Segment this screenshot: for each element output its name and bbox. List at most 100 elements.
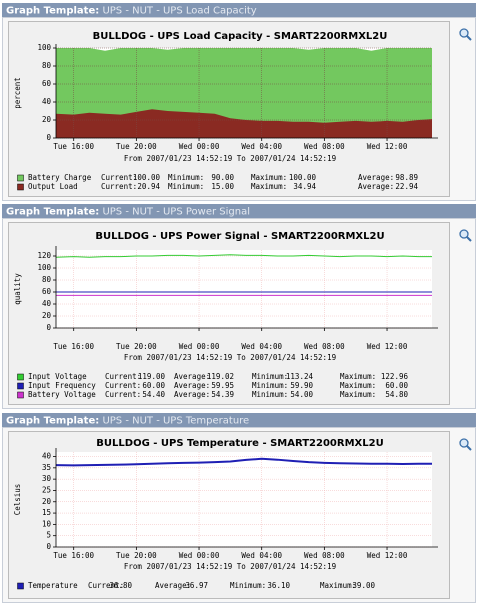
zoom-icon[interactable] bbox=[459, 229, 469, 239]
zoom-icon-handle[interactable] bbox=[466, 236, 472, 242]
y-tick-label: 10 bbox=[42, 519, 52, 528]
legend-stat-value: 54.00 bbox=[290, 390, 313, 399]
y-tick-label: 15 bbox=[42, 508, 51, 517]
y-tick-label: 0 bbox=[46, 542, 51, 551]
header-value: UPS - NUT - UPS Power Signal bbox=[102, 207, 250, 218]
y-tick-label: 40 bbox=[42, 97, 52, 106]
legend-stat-value: 60.00 bbox=[385, 381, 408, 390]
legend-stat-label: Maximum: bbox=[340, 381, 376, 390]
y-axis-label: Celsius bbox=[13, 484, 22, 516]
x-tick-label: Tue 20:00 bbox=[116, 342, 157, 351]
x-tick-label: Wed 04:00 bbox=[241, 142, 282, 151]
x-tick-label: Wed 08:00 bbox=[304, 551, 345, 560]
x-tick-label: Wed 12:00 bbox=[367, 342, 408, 351]
legend-stat-label: Maximum: bbox=[320, 581, 356, 590]
header-label: Graph Template: bbox=[6, 416, 99, 427]
legend-stat-value: 39.00 bbox=[352, 581, 375, 590]
y-tick-label: 100 bbox=[37, 263, 51, 272]
legend-stat-label: Minimum: bbox=[230, 581, 266, 590]
panel-header bbox=[2, 204, 476, 218]
legend-stat-value: 34.94 bbox=[293, 182, 316, 191]
legend-name: Battery Voltage bbox=[28, 390, 96, 399]
header-value: UPS - NUT - UPS Temperature bbox=[102, 416, 249, 427]
legend-stat-label: Minimum: bbox=[168, 182, 204, 191]
panel-header bbox=[2, 3, 476, 17]
legend-stat-label: Average: bbox=[358, 182, 394, 191]
x-tick-label: Tue 20:00 bbox=[116, 142, 157, 151]
legend-stat-label: Maximum: bbox=[251, 182, 287, 191]
plot-area bbox=[56, 250, 432, 328]
y-tick-label: 60 bbox=[42, 287, 52, 296]
legend-stat-label: Current: bbox=[105, 372, 141, 381]
x-tick-label: Tue 16:00 bbox=[53, 142, 94, 151]
y-tick-label: 25 bbox=[42, 485, 51, 494]
legend-stat-label: Minimum: bbox=[252, 372, 288, 381]
legend-stat-value: 59.90 bbox=[290, 381, 313, 390]
legend-stat-value: 54.39 bbox=[211, 390, 234, 399]
legend-stat-value: 119.02 bbox=[207, 372, 234, 381]
legend-stat-label: Minimum: bbox=[168, 173, 204, 182]
chart-title: BULLDOG - UPS Temperature - SMART2200RMX… bbox=[96, 438, 383, 449]
panel-header bbox=[2, 413, 476, 427]
legend-swatch bbox=[17, 382, 24, 390]
date-range: From 2007/01/23 14:52:19 To 2007/01/24 1… bbox=[124, 353, 336, 362]
legend-stat-value: 54.40 bbox=[142, 390, 165, 399]
legend-stat-label: Maximum: bbox=[340, 390, 376, 399]
zoom-icon-handle[interactable] bbox=[466, 445, 472, 451]
legend-stat-value: 54.80 bbox=[385, 390, 408, 399]
legend-name: Input Frequency bbox=[28, 381, 96, 390]
legend-stat-value: 90.00 bbox=[211, 173, 234, 182]
legend-swatch bbox=[17, 174, 24, 182]
legend-stat-label: Current: bbox=[101, 173, 137, 182]
y-axis-label: percent bbox=[13, 77, 22, 109]
y-tick-label: 20 bbox=[42, 497, 52, 506]
legend-stat-value: 15.00 bbox=[211, 182, 234, 191]
legend-stat-value: 36.97 bbox=[185, 581, 208, 590]
x-tick-label: Tue 16:00 bbox=[53, 342, 94, 351]
legend-stat-value: 20.94 bbox=[137, 182, 160, 191]
chart-title: BULLDOG - UPS Power Signal - SMART2200RM… bbox=[95, 231, 384, 242]
legend-stat-label: Average: bbox=[174, 390, 210, 399]
header-value: UPS - NUT - UPS Load Capacity bbox=[102, 6, 256, 17]
date-range: From 2007/01/23 14:52:19 To 2007/01/24 1… bbox=[124, 562, 336, 571]
panel-header-text: Graph Template: UPS - NUT - UPS Temperat… bbox=[6, 416, 249, 427]
panel-header-text: Graph Template: UPS - NUT - UPS Power Si… bbox=[6, 207, 250, 218]
legend-stat-label: Minimum: bbox=[252, 390, 288, 399]
y-axis-label: quality bbox=[13, 273, 22, 305]
legend-stat-label: Current: bbox=[101, 182, 137, 191]
legend-stat-value: 22.94 bbox=[395, 182, 418, 191]
y-tick-label: 40 bbox=[42, 452, 52, 461]
plot-area bbox=[56, 452, 432, 547]
y-tick-label: 5 bbox=[46, 531, 51, 540]
legend-stat-label: Current: bbox=[105, 381, 141, 390]
legend-stat-value: 98.89 bbox=[395, 173, 418, 182]
legend-stat-value: 36.80 bbox=[109, 581, 132, 590]
legend-stat-label: Average: bbox=[358, 173, 394, 182]
legend-stat-value: 36.10 bbox=[267, 581, 290, 590]
header-label: Graph Template: bbox=[6, 207, 99, 218]
zoom-icon-handle[interactable] bbox=[466, 35, 472, 41]
legend-name: Input Voltage bbox=[28, 372, 87, 381]
y-tick-label: 120 bbox=[37, 251, 51, 260]
legend-stat-value: 60.00 bbox=[142, 381, 165, 390]
legend-stat-value: 100.00 bbox=[289, 173, 317, 182]
legend-swatch bbox=[17, 373, 24, 381]
line bbox=[55, 457, 432, 467]
x-tick-label: Wed 00:00 bbox=[179, 342, 220, 351]
x-tick-label: Wed 12:00 bbox=[367, 551, 408, 560]
header-label: Graph Template: bbox=[6, 6, 99, 17]
x-tick-label: Wed 00:00 bbox=[179, 551, 220, 560]
zoom-icon[interactable] bbox=[459, 28, 469, 38]
area bbox=[56, 109, 432, 138]
chart-title: BULLDOG - UPS Load Capacity - SMART2200R… bbox=[93, 31, 388, 42]
y-tick-label: 0 bbox=[46, 323, 51, 332]
legend-stat-label: Current: bbox=[88, 581, 124, 590]
x-tick-label: Wed 08:00 bbox=[304, 142, 345, 151]
legend-stat-value: 59.95 bbox=[211, 381, 234, 390]
y-tick-label: 35 bbox=[42, 463, 51, 472]
zoom-icon[interactable] bbox=[459, 438, 469, 448]
legend-name: Temperature bbox=[28, 581, 78, 590]
legend-swatch bbox=[17, 391, 24, 399]
line bbox=[55, 254, 432, 258]
